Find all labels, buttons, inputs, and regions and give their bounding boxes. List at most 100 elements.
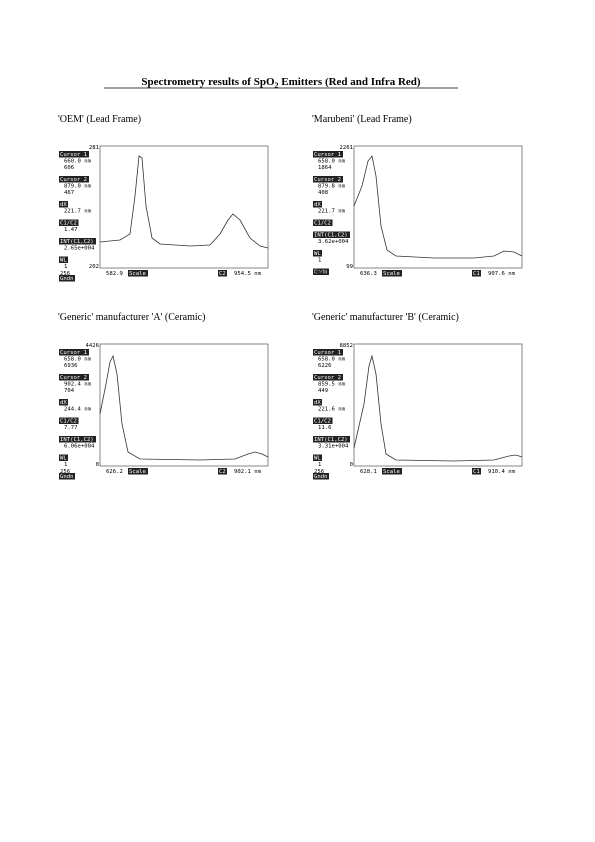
readout-label-bg [313,436,350,443]
x-max-label: 954.5 nm [234,271,262,277]
readout-label: dX [60,400,67,406]
readout-value: 859.5 nm [318,382,346,388]
readout-label-bg [59,238,96,245]
readout-label: Cursor 2 [60,177,87,183]
readout-value: 2.65e+004 [64,246,95,252]
y-min-label: 0 [350,462,353,468]
readout-value: 1864 [318,165,332,171]
y-min-label: 202 [89,264,99,270]
readout-value: 606 [64,165,74,171]
readout-value: 7.77 [64,425,77,431]
readout-label-bg [313,219,333,226]
readout-value: 3.31e+004 [318,444,349,450]
y-max-label: 2261 [340,145,353,151]
scale-bg [382,270,402,277]
readout-value: 1.47 [64,227,77,233]
readout-label: INT(C1,C2) [60,437,94,443]
readout-label: INT(C1,C2) [314,437,348,443]
scale-label: Scale [383,271,400,277]
readout-label: C1/C2 [314,419,331,425]
readout-value: 449 [318,388,328,394]
plot-frame [353,343,523,467]
readout-value: 879.8 nm [318,184,346,190]
cursor-bg [218,270,227,277]
readout-label: Cursor 1 [60,350,87,356]
readout-label: Gndn [60,276,73,282]
readout-label: WL [314,456,321,462]
scale-label: Scale [129,271,146,277]
y-max-label: 8852 [340,343,353,349]
readout-label-bg [59,454,68,461]
readout-label: WL [60,456,67,462]
x-max-label: 910.4 nm [488,469,516,475]
plot-frame [353,145,523,269]
scale-label: Scale [383,469,400,475]
readout-value: 1 [64,462,67,468]
panel-caption: 'OEM' (Lead Frame) [58,114,141,125]
readout-label-bg [313,268,329,275]
mode-label: 256 [60,469,70,475]
readout-value: 902.4 nm [64,382,92,388]
readout-label-bg [313,349,343,356]
readout-label-bg [59,436,96,443]
cursor-bg [472,270,481,277]
readout-label-bg [313,231,350,238]
spectrum-curve [353,354,523,462]
mode-label: 256 [314,469,324,475]
plot-frame [99,145,269,269]
readout-label: WL [60,258,67,264]
readout-value: 1 [64,264,67,270]
readout-label-bg [313,176,343,183]
readout-label: Gndn [314,474,327,480]
readout-label-bg [313,454,322,461]
readout-label: WL [314,251,321,257]
y-max-label: 4426 [86,343,99,349]
title: Spectrometry results of SpO2 Emitters (R… [141,76,421,90]
scale-bg [128,270,148,277]
cursor-label: C1 [473,469,480,475]
readout-label-bg [59,399,68,406]
readout-label: INT(C1,C2) [314,233,348,239]
readout-label: Cursor 1 [314,152,341,158]
readout-label: INT(C1,C2) [60,239,94,245]
spectrum-curve [99,155,269,249]
x-max-label: 902.1 nm [234,469,262,475]
readout-label: C1/C2 [60,419,77,425]
x-min-label: 628.1 [360,469,377,475]
cursor-label: C1 [473,271,480,277]
readout-value: 3.62e+004 [318,239,349,245]
x-min-label: 582.9 [106,271,123,277]
readout-label-bg [59,417,79,424]
readout-value: 244.4 nm [64,407,92,413]
x-min-label: 636.3 [360,271,377,277]
readout-value: 658.0 nm [318,357,346,363]
panel-caption: 'Generic' manufacturer 'A' (Ceramic) [58,312,205,323]
readout-value: 658.0 nm [64,357,92,363]
readout-label-bg [59,473,75,480]
mode-label: 256 [314,271,324,277]
title-text: Emitters (Red and Infra Red) [279,76,421,88]
readout-label-bg [59,256,68,263]
readout-value: 1 [318,462,321,468]
readout-value: 6226 [318,363,331,369]
spectrum-curve [353,155,523,259]
y-max-label: 281 [89,145,99,151]
readout-label: Cursor 1 [60,152,87,158]
readout-label-bg [313,473,329,480]
readout-label-bg [313,374,343,381]
readout-label-bg [313,399,322,406]
readout-label: dX [314,202,321,208]
y-min-label: 0 [96,462,99,468]
cursor-bg [218,468,227,475]
readout-value: 6936 [64,363,77,369]
readout-value: 6.06e+004 [64,444,95,450]
readout-value: 221.7 nm [318,209,346,215]
cursor-label: C2 [219,469,226,475]
x-max-label: 907.6 nm [488,271,516,277]
cursor-label: C2 [219,271,226,277]
cursor-bg [472,468,481,475]
readout-label: Cursor 2 [314,375,341,381]
